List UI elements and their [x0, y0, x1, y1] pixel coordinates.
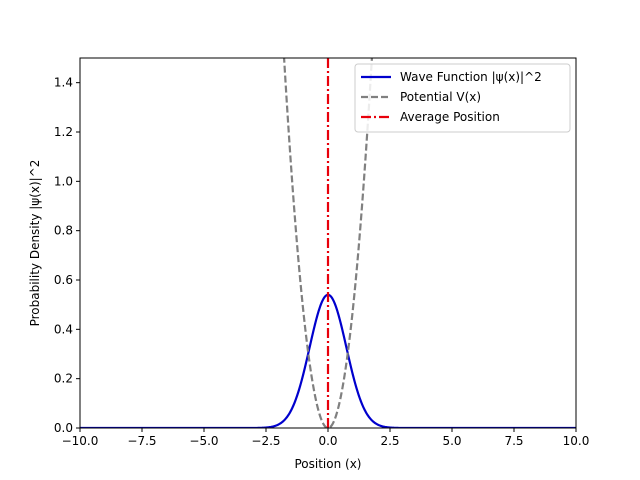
x-tick-label: 0.0 — [318, 434, 337, 448]
y-tick-label: 0.8 — [54, 224, 73, 238]
legend-label: Potential V(x) — [400, 90, 481, 104]
y-axis-label: Probability Density |ψ(x)|^2 — [28, 160, 42, 327]
series-line-1 — [282, 58, 374, 428]
y-tick-label: 1.0 — [54, 174, 73, 188]
legend: Wave Function |ψ(x)|^2 Potential V(x) Aver… — [354, 63, 571, 133]
x-tick-label: −2.5 — [251, 434, 280, 448]
x-tick-label: 10.0 — [563, 434, 590, 448]
y-tick-label: 1.2 — [54, 125, 73, 139]
y-tick-label: 0.4 — [54, 322, 73, 336]
y-tick-label: 0.0 — [54, 421, 73, 435]
x-axis: −10.0 −7.5 −5.0 −2.5 0.0 2.5 5.0 7.5 10.0 — [62, 428, 590, 448]
x-tick-label: −5.0 — [189, 434, 218, 448]
x-tick-label: −7.5 — [127, 434, 156, 448]
y-axis: 0.0 0.2 0.4 0.6 0.8 1.0 1.2 1.4 — [54, 76, 80, 435]
y-tick-label: 0.2 — [54, 372, 73, 386]
y-tick-label: 1.4 — [54, 76, 73, 90]
legend-label: Average Position — [400, 110, 500, 124]
legend-label: Wave Function |ψ(x)|^2 — [400, 70, 542, 84]
x-axis-label: Position (x) — [294, 457, 361, 471]
x-tick-label: 5.0 — [442, 434, 461, 448]
series-layer — [80, 58, 576, 428]
legend-box — [354, 63, 571, 133]
x-tick-label: −10.0 — [62, 434, 99, 448]
y-tick-label: 0.6 — [54, 273, 73, 287]
x-tick-label: 7.5 — [504, 434, 523, 448]
x-tick-label: 2.5 — [380, 434, 399, 448]
